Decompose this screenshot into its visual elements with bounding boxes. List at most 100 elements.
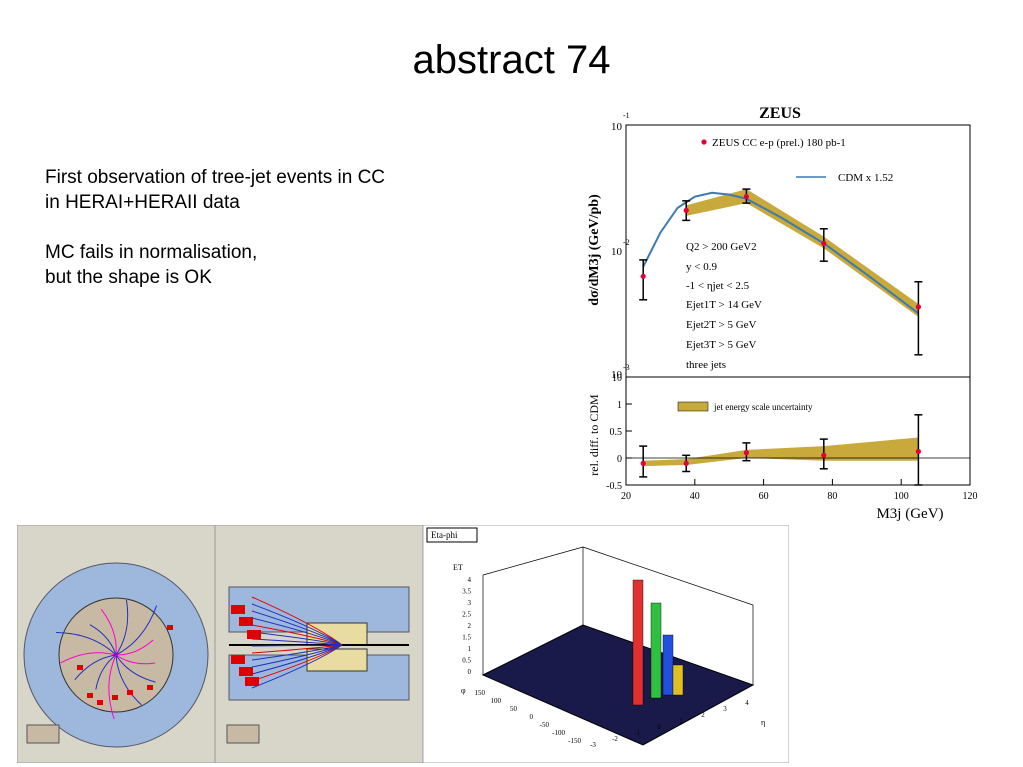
rz-track	[251, 644, 343, 668]
lower-uncertainty-band-group	[643, 437, 919, 467]
upper-data-point	[743, 194, 749, 200]
lego-back-wall	[482, 546, 584, 676]
rz-hit	[231, 605, 245, 614]
slide-title: abstract 74	[412, 38, 611, 82]
xy-track	[115, 639, 154, 656]
lower-data-point	[821, 452, 827, 458]
lower-y-axis-label: rel. diff. to CDM	[587, 394, 601, 476]
lego-z-tick: 1.5	[462, 634, 471, 642]
lego-z-tick: 0.5	[462, 657, 471, 665]
zeus-cross-section-plot: ZEUS 10 -1 10 -2 10 -3 dσ/dM3j (GeV/pb) …	[587, 105, 978, 522]
lego-eta-tick: 1	[679, 717, 683, 725]
y-tick-exp-top: -1	[623, 111, 630, 120]
note-line-1: First observation of tree-jet events in …	[45, 167, 386, 188]
lower-data-point	[743, 450, 749, 456]
rz-track	[251, 624, 343, 646]
lego-phi-tick: 150	[475, 689, 486, 697]
xy-track	[108, 654, 117, 720]
rz-hit	[245, 677, 259, 686]
rz-track	[251, 610, 343, 646]
y-tick-label-mid: 10	[611, 246, 623, 258]
xy-track	[100, 609, 117, 656]
lego-z-label: ET	[453, 563, 463, 572]
rz-track	[251, 631, 343, 646]
lego-phi-tick: 0	[530, 713, 534, 721]
y-tick-label-top: 10	[611, 121, 623, 133]
rz-track	[251, 644, 343, 654]
xy-track	[115, 654, 142, 706]
lego-z-tick: 2	[468, 622, 472, 630]
x-axis-ticks: 20 40 60 80 100 120	[621, 479, 978, 502]
lego-title-box	[426, 527, 478, 543]
lego-phi-tick: -100	[552, 729, 565, 737]
cut-q2: Q2 > 200 GeV2	[686, 241, 757, 253]
rz-track	[251, 638, 343, 646]
lego-tower	[632, 579, 644, 706]
detector-event-display	[17, 525, 423, 763]
xy-hit	[167, 625, 173, 630]
eta-phi-lego-plot: Eta-phi 43.532.521.510.50150100500-50-10…	[423, 525, 789, 763]
lego-towers	[632, 579, 684, 706]
xy-track	[56, 632, 117, 656]
x-tick-label: 40	[690, 491, 700, 502]
selection-cuts: Q2 > 200 GeV2 y < 0.9 -1 < ηjet < 2.5 Ej…	[686, 241, 762, 371]
rz-track	[251, 644, 343, 675]
cut-eta: -1 < ηjet < 2.5	[686, 280, 750, 292]
x-tick-label: 120	[963, 491, 978, 502]
cut-y: y < 0.9	[686, 261, 717, 273]
upper-data-point	[821, 240, 827, 246]
x-tick-label: 20	[621, 491, 631, 502]
xy-track	[74, 654, 117, 681]
lego-eta-tick: 4	[745, 699, 749, 707]
lego-phi-tick: -150	[568, 737, 581, 745]
xy-view-label	[26, 724, 60, 744]
y-tick-label-bottom: 10	[611, 369, 623, 381]
lego-eta-tick: -3	[590, 741, 596, 749]
lego-z-tick: 2.5	[462, 611, 471, 619]
upper-y-ticks: 10 -1 10 -2 10 -3	[611, 111, 630, 381]
lower-y-tick-label: 0.5	[610, 427, 623, 438]
xy-track	[95, 654, 117, 690]
x-tick-label: 60	[759, 491, 769, 502]
xy-track	[115, 654, 156, 683]
x-tick-label: 100	[894, 491, 909, 502]
rz-track	[251, 644, 343, 689]
rz-track	[251, 644, 343, 647]
rz-track	[251, 603, 343, 646]
x-axis-label: M3j (GeV)	[876, 506, 943, 522]
rz-track	[251, 596, 343, 646]
lower-data-points-group	[639, 414, 923, 486]
lego-z-tick: 0	[468, 668, 472, 676]
upper-data-point	[640, 273, 646, 279]
cut-et2: Ejet2T > 5 GeV	[686, 319, 757, 331]
lego-eta-tick: 3	[723, 705, 727, 713]
legend-model-label: CDM x 1.52	[838, 172, 893, 184]
xy-track	[60, 652, 117, 664]
lego-tower	[662, 634, 674, 696]
xy-hit	[77, 665, 83, 670]
lower-data-point	[915, 448, 921, 455]
rz-hit	[247, 630, 261, 639]
lego-z-tick: 1	[468, 645, 472, 653]
x-tick-label: 80	[827, 491, 837, 502]
xy-track	[115, 605, 158, 656]
upper-uncertainty-band	[686, 189, 919, 317]
y-tick-exp-bottom: -3	[623, 363, 630, 372]
lego-z-tick: 3.5	[462, 588, 471, 596]
slide-notes: First observation of tree-jet events in …	[45, 165, 485, 290]
rz-hit	[231, 655, 245, 664]
lower-legend-label: jet energy scale uncertainty	[713, 402, 813, 412]
lower-top-tick: 10	[612, 373, 622, 384]
note-line-3: MC fails in normalisation,	[45, 242, 258, 263]
xy-track	[115, 654, 156, 665]
lego-phi-tick: -50	[540, 721, 550, 729]
rz-track	[251, 644, 343, 661]
upper-data-point	[683, 207, 689, 214]
lego-title: Eta-phi	[431, 530, 458, 540]
rz-tracks	[231, 596, 343, 689]
lego-eta-tick: -2	[612, 735, 618, 743]
lower-data-point	[683, 460, 689, 466]
lower-y-tick-label: 0	[617, 454, 622, 465]
upper-data-point	[915, 304, 921, 310]
lower-data-point	[640, 460, 646, 466]
